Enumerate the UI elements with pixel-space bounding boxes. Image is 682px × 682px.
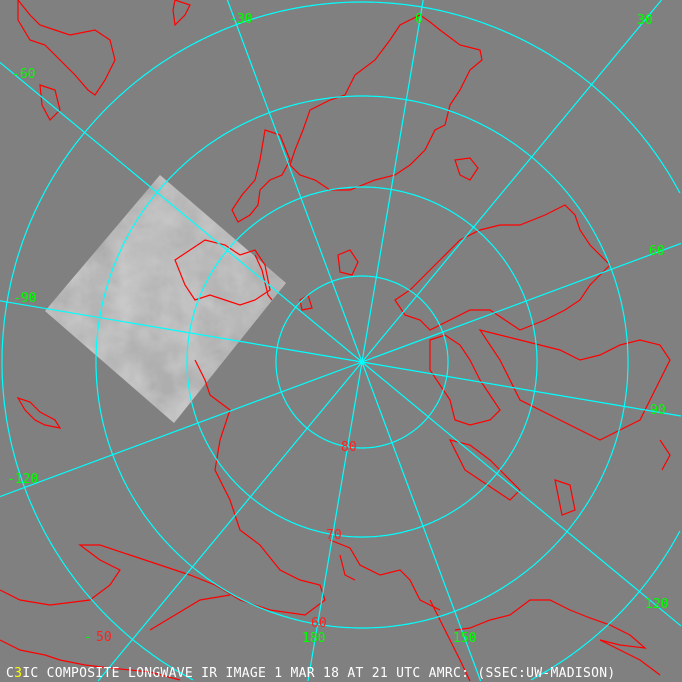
caption-marker: 3 [14,666,23,681]
latitude-circle-70 [186,186,538,538]
lon-label-30: 30 [637,13,653,28]
lon-label-minus120: -120 [7,472,39,487]
meridian-0 [361,0,424,363]
latitude-circle-60 [95,95,629,629]
lat-label-80: 80 [341,440,357,455]
caption-text: COMPOSITE LONGWAVE IR IMAGE 1 MAR 18 AT … [38,666,616,681]
meridian-270 [0,300,363,363]
lon-label-180: 180 [302,631,326,646]
meridian-90 [361,361,682,417]
caption-prefix-end: IC [22,666,39,681]
lon-label-60: 60 [649,244,665,259]
meridian-120 [361,361,682,627]
image-caption: C3IC COMPOSITE LONGWAVE IR IMAGE 1 MAR 1… [6,667,616,680]
lat-label-60: 60 [311,616,327,631]
meridian-60 [361,242,682,363]
lat-label-70: 70 [326,528,342,543]
meridian-300 [0,62,363,363]
lon-label-150: 150 [453,631,477,646]
lon-label-minus30: -30 [229,12,253,27]
lon-label-minus150-dash: - [84,630,92,645]
meridian-180 [307,361,363,682]
lon-label-120: 120 [645,597,669,612]
lon-label-minus90: -90 [13,291,37,306]
meridian-330 [226,0,363,363]
latitude-circle-80 [275,275,449,449]
caption-prefix: C [6,666,15,681]
lon-label-minus60: -60 [12,67,36,82]
meridian-240 [0,361,363,498]
lon-label-90: 90 [650,403,666,418]
meridian-30 [361,0,662,363]
meridian-150 [361,361,482,682]
satellite-ir-swath [45,175,286,423]
meridian-210 [97,361,363,682]
lon-label-0: 0 [415,12,423,27]
lat-label-50: 50 [96,630,112,645]
